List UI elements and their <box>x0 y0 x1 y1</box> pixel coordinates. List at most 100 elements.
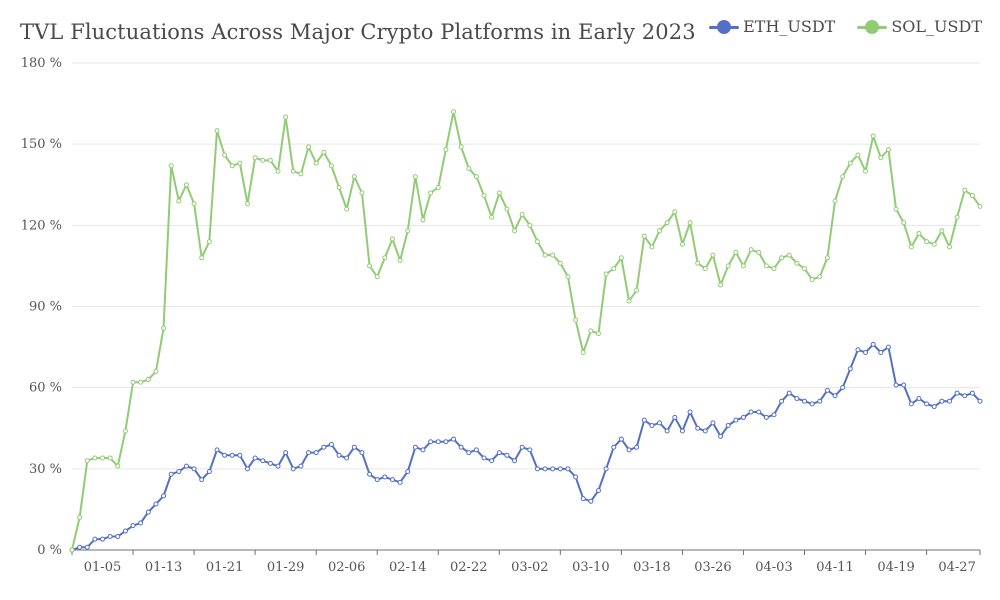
data-point <box>756 409 762 415</box>
data-point <box>168 163 174 169</box>
data-point <box>428 439 434 445</box>
data-point <box>557 466 563 472</box>
data-point <box>863 168 869 174</box>
data-point <box>916 230 922 236</box>
data-point <box>847 366 853 372</box>
data-point <box>931 241 937 247</box>
data-point <box>252 455 258 461</box>
data-point <box>908 401 914 407</box>
data-point <box>466 166 472 172</box>
data-point <box>969 193 975 199</box>
data-point <box>832 393 838 399</box>
data-point <box>855 347 861 353</box>
data-point <box>115 463 121 469</box>
data-point <box>863 349 869 355</box>
data-point <box>733 249 739 255</box>
data-point <box>763 414 769 420</box>
data-point <box>748 409 754 415</box>
data-point <box>397 479 403 485</box>
data-point <box>389 477 395 483</box>
legend-eth-swatch <box>709 19 740 34</box>
data-point <box>542 252 548 258</box>
data-point <box>77 515 83 521</box>
data-point <box>244 201 250 207</box>
data-point <box>107 455 113 461</box>
data-point <box>824 255 830 261</box>
data-point <box>901 382 907 388</box>
data-point <box>748 247 754 253</box>
data-point <box>122 528 128 534</box>
data-point <box>283 450 289 456</box>
data-point <box>924 239 930 245</box>
data-point <box>481 193 487 199</box>
x-tick-label: 03-10 <box>572 560 609 575</box>
data-point <box>565 274 571 280</box>
data-point <box>588 328 594 334</box>
data-point <box>534 466 540 472</box>
series-sol-usdt <box>69 109 983 553</box>
data-point <box>344 206 350 212</box>
data-point <box>740 263 746 269</box>
data-point <box>771 412 777 418</box>
y-tick-label: 150 % <box>21 137 62 152</box>
data-point <box>451 109 457 115</box>
data-point <box>489 458 495 464</box>
data-point <box>130 379 136 385</box>
data-point <box>77 544 83 550</box>
data-point <box>451 436 457 442</box>
data-point <box>779 398 785 404</box>
data-point <box>122 428 128 434</box>
data-point <box>321 149 327 155</box>
data-point <box>183 463 189 469</box>
data-point <box>962 187 968 193</box>
data-point <box>817 274 823 280</box>
data-point <box>710 420 716 426</box>
data-point <box>458 444 464 450</box>
data-point <box>69 547 75 553</box>
data-point <box>161 493 167 499</box>
data-point <box>374 477 380 483</box>
data-point <box>519 444 525 450</box>
data-point <box>183 182 189 188</box>
data-point <box>687 220 693 226</box>
x-tick-label: 04-03 <box>755 560 792 575</box>
data-point <box>389 236 395 242</box>
legend-item-eth[interactable]: ETH_USDT <box>709 17 835 36</box>
data-point <box>138 520 144 526</box>
data-point <box>649 244 655 250</box>
data-point <box>420 217 426 223</box>
data-point <box>878 155 884 161</box>
legend-eth-label: ETH_USDT <box>743 17 836 36</box>
data-point <box>222 452 228 458</box>
legend-item-sol[interactable]: SOL_USDT <box>857 17 982 36</box>
data-point <box>634 444 640 450</box>
data-point <box>618 255 624 261</box>
data-point <box>672 209 678 215</box>
data-point <box>130 523 136 529</box>
data-point <box>664 428 670 434</box>
chart-legend: ETH_USDT SOL_USDT <box>709 17 982 36</box>
data-point <box>252 155 258 161</box>
data-point <box>92 455 98 461</box>
data-point <box>847 160 853 166</box>
data-point <box>618 436 624 442</box>
data-point <box>733 417 739 423</box>
x-tick-label: 02-14 <box>389 560 426 575</box>
data-point <box>725 263 731 269</box>
data-point <box>542 466 548 472</box>
data-point <box>428 190 434 196</box>
data-point <box>161 325 167 331</box>
data-point <box>412 174 418 180</box>
data-point <box>199 255 205 261</box>
data-point <box>199 477 205 483</box>
data-point <box>237 452 243 458</box>
data-point <box>946 244 952 250</box>
data-point <box>756 249 762 255</box>
data-point <box>939 228 945 234</box>
data-point <box>84 544 90 550</box>
data-point <box>290 466 296 472</box>
data-point <box>290 168 296 174</box>
data-point <box>641 233 647 239</box>
data-point <box>901 220 907 226</box>
data-point <box>458 144 464 150</box>
